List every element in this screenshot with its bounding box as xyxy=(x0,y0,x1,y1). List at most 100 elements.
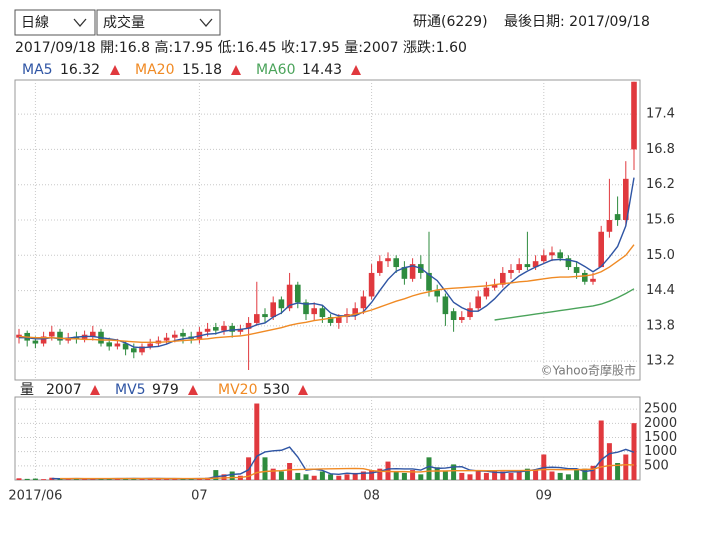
candle-body xyxy=(245,322,252,329)
y-tick-label: 2500 xyxy=(644,402,677,417)
volume-bar xyxy=(344,474,350,480)
candle-body xyxy=(90,331,96,337)
interval-select[interactable] xyxy=(14,9,96,36)
y-tick-label: 15.6 xyxy=(646,213,675,228)
candle-body xyxy=(401,267,408,279)
ma-line xyxy=(60,464,635,480)
y-tick-label: 15.0 xyxy=(646,248,675,263)
candle-body xyxy=(590,278,596,282)
candle-body xyxy=(623,178,629,220)
volume-bar xyxy=(328,474,334,480)
candle-body xyxy=(491,284,498,288)
candle-body xyxy=(582,272,588,282)
chevron xyxy=(73,18,87,27)
volume-bar xyxy=(213,470,219,480)
candle-body xyxy=(327,317,334,323)
legend-value: 15.18 xyxy=(182,62,222,78)
volume-bar xyxy=(483,472,489,480)
candle-body xyxy=(336,317,342,323)
x-tick-label: 09 xyxy=(536,489,553,504)
volume-bar xyxy=(295,472,301,480)
volume-bar xyxy=(565,474,571,480)
ma-line xyxy=(18,244,635,344)
volume-bar xyxy=(16,478,22,480)
candle-body xyxy=(163,337,170,341)
volume-bar xyxy=(500,471,506,480)
volume-bar xyxy=(221,474,227,480)
volume-bar xyxy=(311,475,317,480)
volume-bar xyxy=(139,478,145,480)
candle-body xyxy=(270,302,276,318)
volume-bar xyxy=(524,468,530,480)
watermark: ©Yahoo奇摩股市 xyxy=(541,363,636,378)
volume-bar xyxy=(508,472,514,480)
y-tick-label: 13.2 xyxy=(646,354,675,369)
volume-bar xyxy=(598,420,604,480)
up-arrow xyxy=(188,385,198,395)
legend-name: MA20 xyxy=(135,62,174,78)
volume-bar xyxy=(41,479,47,480)
candle-body xyxy=(254,314,260,323)
candle-body xyxy=(114,343,121,347)
volume-bar xyxy=(533,470,539,480)
candle-body xyxy=(368,272,375,297)
y-tick-label: 16.8 xyxy=(646,142,675,157)
candle-body xyxy=(40,336,47,344)
candle-body xyxy=(532,261,539,268)
legend-value: 979 xyxy=(152,382,179,398)
volume-frame xyxy=(14,396,641,481)
candle-body xyxy=(237,328,244,332)
y-tick-label: 14.4 xyxy=(646,283,675,298)
volume-bar xyxy=(557,472,563,480)
volume-bar xyxy=(516,471,522,480)
candle-body xyxy=(213,327,219,331)
volume-bar xyxy=(336,475,342,480)
y-tick-label: 1000 xyxy=(644,444,677,459)
candle-body xyxy=(606,220,613,232)
volume-bar xyxy=(262,457,268,480)
candle-body xyxy=(508,270,514,273)
up-arrow xyxy=(351,65,361,75)
volume-bar xyxy=(82,478,88,480)
candle-body xyxy=(295,284,301,303)
candle-body xyxy=(16,334,22,338)
candle-body xyxy=(450,311,457,320)
volume-bar xyxy=(475,471,481,480)
volume-bar xyxy=(451,464,457,480)
legend-name: MV20 xyxy=(218,382,257,398)
volume-bar xyxy=(303,474,309,480)
volume-bar xyxy=(319,471,325,480)
candle-body xyxy=(139,346,145,353)
volume-bar xyxy=(147,478,153,480)
volume-bar xyxy=(377,468,383,480)
candle-body xyxy=(204,328,211,332)
volume-bar xyxy=(590,465,596,480)
volume-bar xyxy=(32,478,38,480)
volume-bar xyxy=(278,471,284,480)
ma-line xyxy=(19,177,635,349)
y-tick-label: 1500 xyxy=(644,430,677,445)
candle-body xyxy=(221,325,227,331)
candle-body xyxy=(434,290,440,297)
candle-body xyxy=(352,308,358,315)
indicator-select[interactable] xyxy=(96,9,221,36)
volume-bar xyxy=(24,478,30,480)
candle-body xyxy=(483,287,490,297)
legend-name: MA60 xyxy=(256,62,295,78)
candle-body xyxy=(262,314,268,318)
volume-bar xyxy=(287,463,293,480)
candle-body xyxy=(377,261,383,273)
candle-body xyxy=(319,308,326,318)
candle-body xyxy=(598,231,604,268)
volume-bar xyxy=(549,471,555,480)
legend-name: 量 xyxy=(20,382,34,398)
volume-bar xyxy=(254,403,260,480)
volume-bar xyxy=(180,478,186,480)
volume-bar xyxy=(73,478,79,480)
candle-body xyxy=(573,267,580,273)
candle-body xyxy=(278,299,285,309)
volume-bar xyxy=(172,478,178,480)
candle-body xyxy=(409,264,416,279)
stock-name: 研通(6229) xyxy=(413,14,488,30)
